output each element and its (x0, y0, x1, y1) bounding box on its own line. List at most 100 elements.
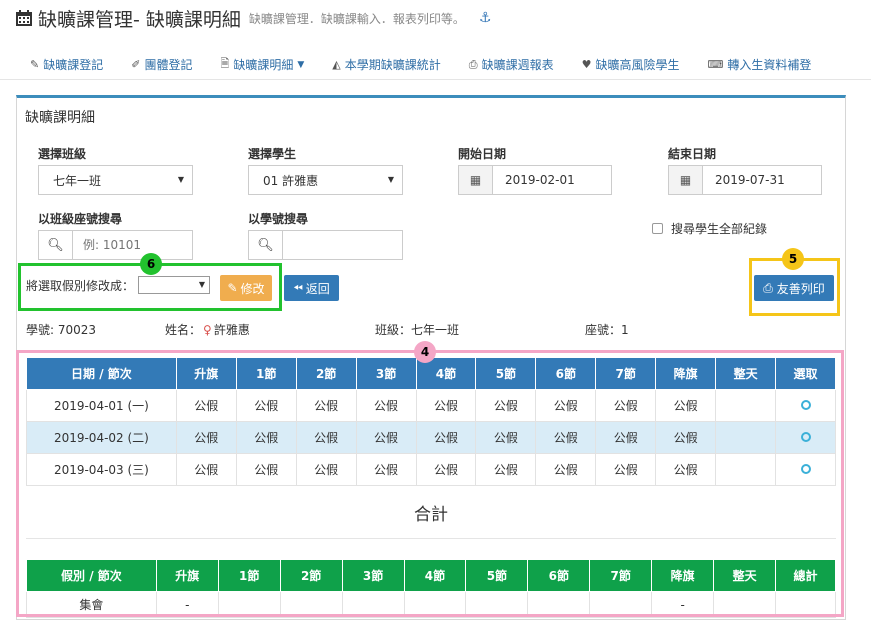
leave-cell[interactable]: 公假 (415, 389, 477, 422)
select-radio[interactable] (800, 431, 811, 442)
all-records-label: 搜尋學生全部紀錄 (671, 222, 768, 236)
seat-search-input[interactable] (73, 231, 183, 259)
modify-row: 將選取假別修改成： ▼ (26, 276, 211, 294)
leave-cell[interactable]: 公假 (475, 389, 537, 422)
calendar-icon[interactable]: ▦ (669, 166, 703, 194)
print-button[interactable]: ⎙ 友善列印 (754, 275, 834, 301)
column-header: 3節 (341, 559, 405, 592)
nav-item-attendance-detail[interactable]: 🗎 缺曠課明細 ▼ (220, 55, 304, 74)
date-cell: 2019-04-02 (二) (26, 421, 177, 454)
leave-cell[interactable] (715, 389, 777, 422)
anchor-icon[interactable]: ⚓ (478, 10, 492, 26)
column-header: 降旗 (655, 357, 717, 390)
search-icon[interactable]: 🔍︎ (249, 231, 283, 259)
column-header: 2節 (295, 357, 357, 390)
checkbox-box[interactable] (652, 223, 663, 234)
table-row: 2019-04-01 (一) 公假 公假 公假 公假 公假 公假 公假 公假 公… (26, 389, 836, 422)
nav-item-weekly-report[interactable]: ⎙ 缺曠課週報表 (469, 56, 554, 73)
total-table: 假別 / 節次 升旗 1節 2節 3節 4節 5節 6節 7節 降旗 整天 總計… (26, 559, 836, 618)
class-select-value: 七年一班 (53, 173, 102, 188)
leave-cell[interactable] (715, 421, 777, 454)
top-nav: ✎ 缺曠課登記 ✐ 團體登記 🗎 缺曠課明細 ▼ ◭ 本學期缺曠課統計 ⎙ 缺曠… (0, 50, 871, 80)
select-cell[interactable] (775, 421, 836, 454)
nav-item-transfer-data[interactable]: ⌨ 轉入生資料補登 (707, 56, 811, 73)
nav-item-label: 缺曠高風險學生 (595, 58, 680, 72)
nav-item-high-risk[interactable]: ♥ 缺曠高風險學生 (582, 56, 680, 73)
select-radio[interactable] (800, 463, 811, 474)
nav-item-group-register[interactable]: ✐ 團體登記 (131, 56, 192, 73)
leave-cell[interactable]: 公假 (295, 389, 357, 422)
leave-cell[interactable]: 公假 (595, 389, 657, 422)
leave-cell[interactable]: 公假 (175, 421, 237, 454)
column-header: 日期 / 節次 (26, 357, 177, 390)
leave-cell[interactable] (715, 453, 777, 486)
caret-down-icon: ▼ (297, 59, 305, 70)
leave-cell[interactable]: 公假 (235, 453, 297, 486)
modify-label: 將選取假別修改成： (26, 278, 135, 293)
back-button[interactable]: ⏪︎ 返回 (284, 275, 339, 301)
nav-item-semester-stats[interactable]: ◭ 本學期缺曠課統計 (332, 56, 440, 73)
column-header: 2節 (279, 559, 343, 592)
leave-cell[interactable]: 公假 (235, 421, 297, 454)
leave-type-cell: 集會 (26, 591, 157, 618)
start-date-value: 2019-02-01 (505, 173, 575, 187)
leave-cell[interactable]: 公假 (655, 421, 717, 454)
column-header: 4節 (415, 357, 477, 390)
student-label: 選擇學生 (248, 147, 297, 161)
column-header: 升旗 (175, 357, 237, 390)
all-records-checkbox[interactable]: 搜尋學生全部紀錄 (652, 220, 767, 237)
leave-cell[interactable]: 公假 (655, 389, 717, 422)
leave-cell[interactable]: 公假 (295, 421, 357, 454)
start-date-field[interactable]: ▦ 2019-02-01 (458, 165, 612, 195)
leave-cell[interactable]: 公假 (355, 421, 417, 454)
pencil-icon: ✎ (30, 58, 40, 71)
student-id: 學號: 70023 (26, 323, 97, 337)
leave-cell[interactable]: 公假 (355, 453, 417, 486)
student-select-value: 01 許雅惠 (263, 173, 319, 188)
id-search-input[interactable] (283, 231, 393, 259)
panel-title: 缺曠課明細 (25, 110, 95, 126)
search-icon[interactable]: 🔍︎ (39, 231, 73, 259)
leave-cell[interactable]: 公假 (475, 421, 537, 454)
leave-cell[interactable]: 公假 (655, 453, 717, 486)
end-date-field[interactable]: ▦ 2019-07-31 (668, 165, 822, 195)
detail-table: 日期 / 節次 升旗 1節 2節 3節 4節 5節 6節 7節 降旗 整天 選取… (26, 357, 836, 486)
column-header: 整天 (713, 559, 777, 592)
student-name: 姓名： ♀ 許雅惠 (165, 321, 250, 338)
column-header: 5節 (475, 357, 537, 390)
caret-down-icon: ▼ (387, 175, 394, 184)
start-date-label: 開始日期 (458, 147, 507, 161)
id-search-group: 🔍︎ (248, 230, 403, 260)
class-select[interactable]: 七年一班 ▼ (38, 165, 193, 195)
total-cell (775, 591, 836, 618)
keyboard-icon: ⌨ (707, 58, 724, 71)
calendar-icon[interactable]: ▦ (459, 166, 493, 194)
leave-cell[interactable]: 公假 (295, 453, 357, 486)
leave-cell[interactable]: 公假 (415, 453, 477, 486)
column-header: 假別 / 節次 (26, 559, 157, 592)
print-icon: ⎙ (763, 280, 773, 295)
column-header: 4節 (403, 559, 467, 592)
nav-item-attendance-register[interactable]: ✎ 缺曠課登記 (30, 56, 103, 73)
select-cell[interactable] (775, 453, 836, 486)
student-name-value: 許雅惠 (213, 323, 250, 337)
leave-type-select[interactable]: ▼ (138, 276, 211, 294)
nav-item-label: 缺曠課週報表 (481, 58, 554, 72)
nav-item-label: 缺曠課明細 (233, 58, 294, 72)
nav-item-label: 本學期缺曠課統計 (344, 58, 441, 72)
column-header: 3節 (355, 357, 417, 390)
total-cell (465, 591, 529, 618)
student-select[interactable]: 01 許雅惠 ▼ (248, 165, 403, 195)
select-radio[interactable] (800, 399, 811, 410)
student-class: 班級：七年一班 (375, 323, 460, 337)
leave-cell[interactable]: 公假 (535, 421, 597, 454)
total-cell (217, 591, 281, 618)
area-chart-icon: ◭ (332, 58, 341, 71)
leave-cell[interactable]: 公假 (535, 453, 597, 486)
leave-cell[interactable]: 公假 (475, 453, 537, 486)
column-header: 6節 (535, 357, 597, 390)
annotation-box-4 (16, 350, 844, 617)
select-cell[interactable] (775, 389, 836, 422)
end-date-value: 2019-07-31 (715, 173, 785, 187)
modify-button[interactable]: ✎ 修改 (220, 275, 272, 301)
